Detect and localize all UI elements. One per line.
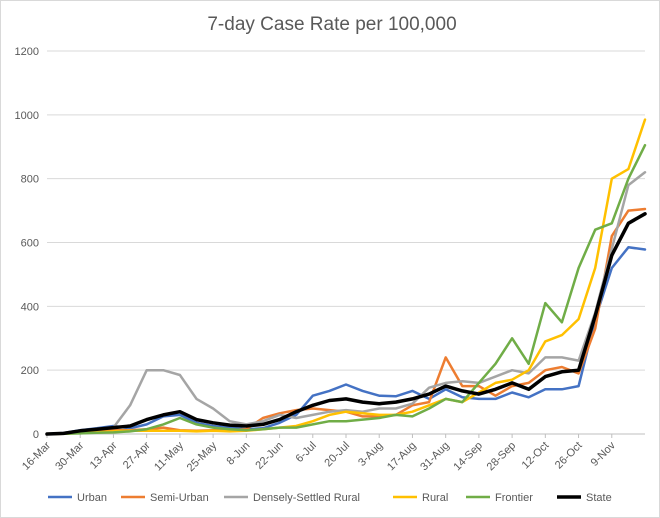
x-tick-label: 14-Sep <box>451 440 485 474</box>
x-tick-label: 22-Jun <box>253 440 285 472</box>
x-tick-label: 8-Jun <box>225 440 253 468</box>
x-tick-label: 12-Oct <box>520 440 552 472</box>
y-tick-label: 0 <box>33 429 39 441</box>
y-tick-label: 600 <box>21 238 39 250</box>
legend: Urban Semi-Urban Densely-Settled Rural Rura… <box>48 492 612 504</box>
series-line-state <box>45 212 647 436</box>
series-line-densely-settled-rural <box>45 171 647 436</box>
x-tick-label: 9-Nov <box>589 439 619 469</box>
x-tick-label: 11-May <box>152 439 186 473</box>
x-tick-label: 16-Mar <box>20 439 53 472</box>
x-tick-label: 31-Aug <box>418 440 452 474</box>
legend-label-state: State <box>586 492 612 504</box>
x-tick-label: 27-Apr <box>121 439 153 471</box>
x-tick-label: 20-Jul <box>322 440 352 470</box>
y-tick-label: 200 <box>21 365 39 377</box>
legend-label-urban: Urban <box>77 492 107 504</box>
x-tick-label: 6-Jul <box>294 440 319 465</box>
legend-label-densely-settled-rural: Densely-Settled Rural <box>253 492 360 504</box>
chart-title: 7-day Case Rate per 100,000 <box>207 14 456 35</box>
x-tick-label: 30-Mar <box>53 439 86 472</box>
x-tick-label: 28-Sep <box>485 440 519 474</box>
y-tick-label: 400 <box>21 301 39 313</box>
x-tick-label: 3-Aug <box>356 440 385 469</box>
gridlines <box>47 50 645 435</box>
y-axis-ticks: 0 200 400 600 800 1000 1200 <box>15 46 39 441</box>
series-lines <box>45 118 647 436</box>
x-tick-label: 25-May <box>185 439 220 474</box>
y-tick-label: 1000 <box>15 110 39 122</box>
series-line-urban <box>45 246 647 436</box>
y-tick-label: 1200 <box>15 46 39 58</box>
legend-label-semi-urban: Semi-Urban <box>150 492 209 504</box>
series-line-frontier <box>45 143 647 436</box>
x-tick-label: 13-Apr <box>88 439 120 471</box>
x-tick-label: 17-Aug <box>385 440 419 474</box>
legend-label-rural: Rural <box>422 492 448 504</box>
x-tick-label: 26-Oct <box>553 440 585 472</box>
series-line-rural <box>45 118 647 436</box>
legend-label-frontier: Frontier <box>495 492 533 504</box>
y-tick-label: 800 <box>21 174 39 186</box>
